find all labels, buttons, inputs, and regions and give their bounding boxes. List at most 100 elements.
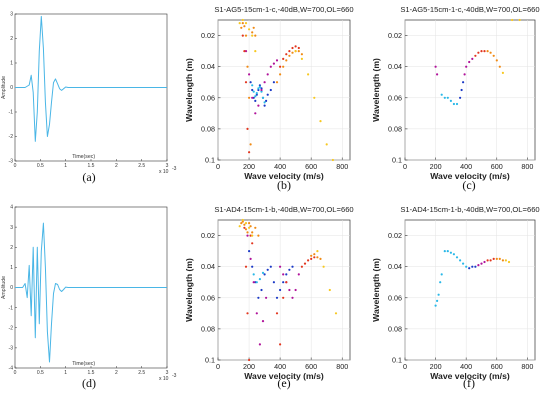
data-point <box>297 46 300 50</box>
data-point <box>440 93 443 96</box>
plot-frame <box>404 219 536 361</box>
data-point <box>480 50 483 53</box>
data-point <box>446 96 449 99</box>
x-axis-label: Wave velocity (m/s) <box>244 371 324 381</box>
y-tick-label: 4 <box>10 205 13 211</box>
data-point <box>313 96 316 99</box>
data-point <box>282 65 285 68</box>
data-point <box>248 73 251 76</box>
data-point <box>249 81 252 84</box>
data-point <box>300 265 303 268</box>
y-tick-label: 0.04 <box>201 62 215 71</box>
data-point <box>263 104 266 107</box>
data-point <box>246 312 249 315</box>
data-point <box>294 50 297 53</box>
data-point <box>246 231 249 234</box>
data-point <box>260 87 263 90</box>
data-point <box>510 18 514 22</box>
y-tick-label: 0.06 <box>388 293 402 302</box>
data-point <box>243 25 246 28</box>
x-tick-label: 400 <box>274 362 286 371</box>
data-point <box>288 50 291 53</box>
data-point <box>437 293 440 296</box>
data-point <box>297 273 300 276</box>
data-point <box>249 234 252 237</box>
y-tick-label: -3 <box>9 346 14 352</box>
x-tick-label: 3 <box>166 370 169 376</box>
x-tick-label: 2.5 <box>138 163 145 169</box>
y-axis-label: Amplitude <box>1 76 7 99</box>
data-point <box>248 222 251 225</box>
data-point <box>248 358 251 362</box>
data-point <box>285 53 288 56</box>
data-point <box>251 265 254 268</box>
data-point <box>313 253 316 256</box>
data-point <box>238 22 241 25</box>
y-tick-label: 0.02 <box>201 31 215 40</box>
data-point <box>254 226 257 229</box>
panel-b: S1-AG5-15cm-1-c,-40dB,W=700,OL=660 0 200 40… <box>184 5 354 192</box>
data-point <box>258 343 261 346</box>
y-axis-label: Wavelength (m) <box>184 58 194 122</box>
data-point <box>254 112 257 115</box>
data-point <box>246 234 249 237</box>
y-tick-label: 0 <box>10 85 13 91</box>
x-tick-label: 800 <box>336 362 348 371</box>
data-point <box>248 250 251 253</box>
data-point <box>486 50 489 53</box>
data-point <box>246 65 249 68</box>
x-tick-label: 2 <box>115 163 118 169</box>
data-point <box>446 250 449 253</box>
data-point <box>257 296 260 299</box>
data-point <box>434 65 437 68</box>
data-point <box>244 50 248 53</box>
data-point <box>282 296 285 299</box>
data-point <box>251 242 254 245</box>
x-exponent-label: x 10 <box>159 169 169 175</box>
x-tick-label: 2.5 <box>138 370 145 376</box>
panel-caption: (f) <box>463 376 475 390</box>
data-point <box>288 54 291 57</box>
data-point <box>251 231 254 234</box>
data-point <box>266 93 269 96</box>
data-point <box>439 281 442 284</box>
y-axis-label: Wavelength (m) <box>184 258 194 322</box>
data-point <box>254 34 257 37</box>
x-tick-label: 3 <box>166 163 169 169</box>
data-point <box>241 22 244 25</box>
data-point <box>501 71 504 74</box>
data-point <box>266 73 269 76</box>
x-axis-label: Wave velocity (m/s) <box>244 171 324 181</box>
data-point <box>300 53 303 56</box>
data-point <box>455 256 459 259</box>
x-tick-label: 200 <box>243 362 255 371</box>
data-point <box>255 92 258 95</box>
data-point <box>275 312 279 315</box>
data-point <box>251 84 254 87</box>
data-point <box>474 54 477 57</box>
data-point <box>244 34 248 37</box>
y-axis-label: Wavelength (m) <box>371 58 381 122</box>
data-point <box>518 18 521 22</box>
x-tick-label: 600 <box>305 162 317 171</box>
data-point <box>263 81 266 84</box>
data-point <box>263 273 266 276</box>
data-point <box>486 259 489 262</box>
data-point <box>258 85 261 88</box>
data-point <box>436 299 439 302</box>
data-point <box>269 65 272 68</box>
data-point <box>258 278 261 281</box>
data-point <box>257 234 260 237</box>
data-point <box>257 104 260 107</box>
y-tick-label: 0.06 <box>201 93 215 102</box>
data-point <box>307 259 310 262</box>
data-point <box>440 273 443 276</box>
x-tick-label: 1.5 <box>88 370 95 376</box>
x-tick-label: 2 <box>115 370 118 376</box>
x-tick-label: 200 <box>430 162 442 171</box>
data-point <box>240 26 243 29</box>
x-axis-label: Time(sec) <box>72 154 95 160</box>
data-point <box>265 99 268 102</box>
data-point <box>260 88 263 92</box>
y-tick-label: -1 <box>9 110 14 116</box>
